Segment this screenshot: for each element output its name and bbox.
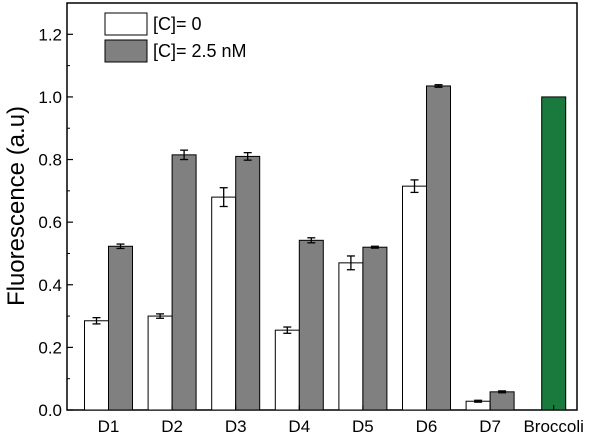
y-tick-label-0.4: 0.4 bbox=[38, 276, 62, 295]
bar-d6-series-1 bbox=[426, 85, 451, 411]
x-tick-label-d4: D4 bbox=[288, 417, 310, 436]
y-tick-label-0.2: 0.2 bbox=[38, 338, 62, 357]
bars-layer bbox=[84, 84, 567, 411]
bar-d3-series-0 bbox=[211, 196, 237, 411]
bar-d4-series-0 bbox=[274, 329, 300, 411]
x-tick-label-d2: D2 bbox=[161, 417, 183, 436]
y-axis-title: Fluorescence (a.u) bbox=[3, 106, 30, 306]
x-tick-label-d3: D3 bbox=[225, 417, 247, 436]
bar-d1-series-1 bbox=[108, 245, 133, 411]
bar-d2-series-1 bbox=[171, 154, 197, 411]
y-tick-label-0.6: 0.6 bbox=[38, 213, 62, 232]
legend-label-series-1: [C]= 2.5 nM bbox=[153, 41, 247, 61]
legend-label-series-0: [C]= 0 bbox=[153, 14, 202, 34]
y-tick-label-0.8: 0.8 bbox=[38, 151, 62, 170]
bar-d3-series-1 bbox=[235, 155, 261, 411]
x-tick-label-d5: D5 bbox=[352, 417, 374, 436]
x-tick-label-broccoli: Broccoli bbox=[523, 417, 583, 436]
bar-d7-series-1 bbox=[489, 391, 515, 411]
bar-d4-series-1 bbox=[298, 239, 324, 411]
x-tick-label-d7: D7 bbox=[479, 417, 501, 436]
axes-layer: D1 D2 D3 D4 D5 D6 D7 Broccoli 0.0 0.2 0.4 0.6 0.8 1.0… bbox=[38, 25, 584, 436]
legend: [C]= 0 [C]= 2.5 nM bbox=[104, 12, 247, 63]
y-tick-label-0.0: 0.0 bbox=[38, 401, 62, 420]
bar-d5-series-1 bbox=[362, 246, 388, 411]
x-tick-label-d6: D6 bbox=[416, 417, 438, 436]
legend-swatch-series-0 bbox=[104, 12, 148, 36]
y-tick-label-1.2: 1.2 bbox=[38, 25, 62, 44]
bar-d6-series-0 bbox=[402, 185, 427, 411]
x-tick-label-d1: D1 bbox=[98, 417, 120, 436]
legend-swatch-series-1 bbox=[104, 39, 148, 63]
bar-d5-series-0 bbox=[338, 262, 364, 411]
y-tick-label-1.0: 1.0 bbox=[38, 88, 62, 107]
bar-d2-series-0 bbox=[147, 315, 173, 411]
bar-broccoli-series-2 bbox=[541, 96, 567, 411]
bar-d1-series-0 bbox=[84, 320, 109, 411]
